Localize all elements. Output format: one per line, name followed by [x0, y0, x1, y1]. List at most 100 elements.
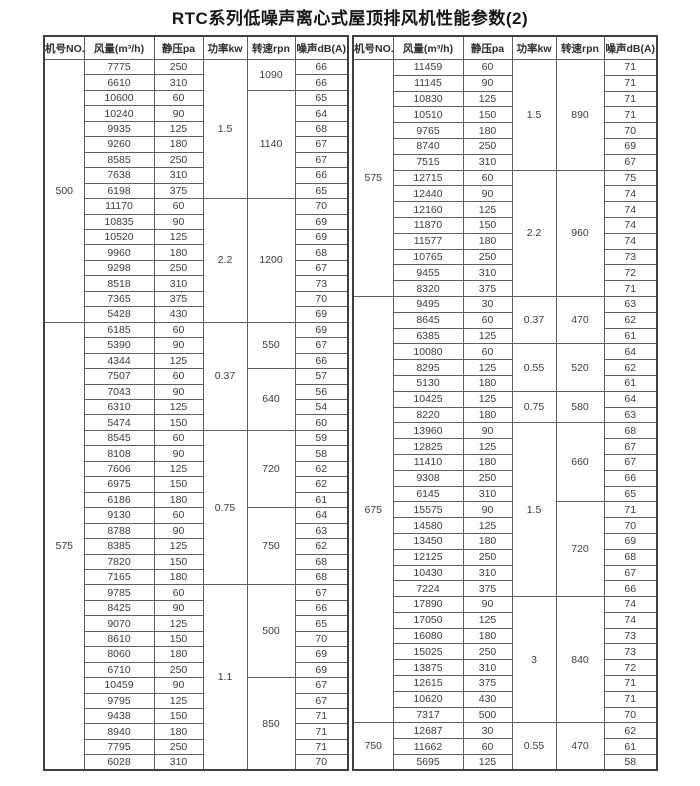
- pressure-cell: 125: [462, 327, 513, 345]
- table-row: 9438 150 71: [44, 708, 349, 725]
- flow-cell: 8645: [392, 311, 464, 329]
- table-row: 10830 125 71: [353, 90, 658, 108]
- noise-cell: 69: [294, 306, 349, 323]
- table-row: 7638 310 66: [44, 167, 349, 184]
- noise-cell: 63: [603, 406, 658, 424]
- table-row: 6610 310 66: [44, 74, 349, 91]
- noise-cell: 63: [603, 295, 658, 313]
- header-flow: 风量(m³/h): [392, 35, 464, 60]
- noise-cell: 69: [294, 213, 349, 230]
- noise-cell: 62: [294, 460, 349, 478]
- pressure-cell: 60: [462, 343, 513, 361]
- table-row: 8545 60 0.75 720 59: [44, 429, 349, 586]
- flow-cell: 9260: [83, 136, 155, 153]
- power-cell: 1.5: [511, 59, 557, 171]
- noise-cell: 67: [603, 438, 658, 455]
- pressure-cell: 250: [462, 643, 513, 661]
- table-row: 11170 60 2.2 1200 70: [44, 198, 349, 323]
- noise-cell: 62: [603, 359, 658, 376]
- table-row: 575 6185 60 0.37 550 69: [43, 321, 349, 771]
- flow-cell: 12715: [392, 169, 464, 187]
- pressure-cell: 310: [153, 275, 204, 292]
- speed-cell: 470: [555, 722, 605, 771]
- header-power: 功率kw: [511, 35, 557, 60]
- pressure-cell: 125: [153, 692, 204, 710]
- noise-cell: 69: [294, 228, 349, 246]
- flow-cell: 9495: [392, 295, 464, 313]
- pressure-cell: 150: [153, 553, 204, 570]
- flow-cell: 13450: [392, 532, 464, 550]
- table-row: 750 12687 30 0.55 470 62: [352, 722, 658, 771]
- flow-cell: 9438: [83, 708, 155, 725]
- noise-cell: 73: [603, 627, 658, 645]
- pressure-cell: 250: [153, 58, 204, 76]
- pressure-cell: 60: [153, 429, 204, 447]
- noise-cell: 62: [294, 538, 349, 555]
- pressure-cell: 180: [153, 723, 204, 740]
- flow-cell: 10425: [392, 390, 464, 408]
- pressure-cell: 125: [153, 615, 204, 632]
- table-row: 5695 125 58: [353, 754, 658, 771]
- noise-cell: 74: [603, 611, 658, 629]
- noise-cell: 73: [294, 275, 349, 292]
- noise-cell: 74: [603, 216, 658, 234]
- table-row: 8425 90 66: [44, 599, 349, 617]
- noise-cell: 74: [603, 201, 658, 218]
- flow-cell: 11145: [392, 74, 464, 92]
- flow-cell: 12687: [392, 722, 464, 740]
- table-row: 10459 90 850 67: [44, 677, 349, 771]
- table-row: 7317 500 70: [353, 706, 658, 724]
- noise-cell: 66: [294, 599, 349, 617]
- table-row: 9308 250 66: [353, 469, 658, 487]
- pressure-cell: 125: [462, 390, 513, 408]
- flow-cell: 11577: [392, 232, 464, 250]
- pressure-cell: 180: [462, 453, 513, 471]
- noise-cell: 66: [603, 469, 658, 487]
- pressure-cell: 90: [153, 337, 204, 354]
- speed-cell: 1200: [246, 198, 296, 323]
- noise-cell: 66: [294, 352, 349, 370]
- table-row: 11410 180 67: [353, 453, 658, 471]
- speed-cell: 550: [246, 321, 296, 370]
- noise-cell: 63: [294, 522, 349, 540]
- model-cell: 500: [43, 59, 85, 323]
- flow-cell: 10520: [83, 228, 155, 246]
- power-cell: 1.5: [202, 58, 248, 200]
- noise-cell: 67: [603, 453, 658, 471]
- flow-cell: 12160: [392, 201, 464, 218]
- noise-cell: 68: [603, 548, 658, 566]
- noise-cell: 71: [603, 90, 658, 108]
- header-pressure: 静压pa: [153, 35, 204, 60]
- table-row: 7515 310 67: [353, 153, 658, 171]
- table-row: 8295 125 62: [353, 359, 658, 376]
- table-row: 9070 125 65: [44, 615, 349, 632]
- pressure-cell: 150: [153, 476, 204, 493]
- flow-cell: 6198: [83, 182, 155, 200]
- noise-cell: 71: [603, 106, 658, 124]
- pressure-cell: 250: [153, 259, 204, 277]
- noise-cell: 69: [603, 532, 658, 550]
- table-row: 7795 250 71: [44, 738, 349, 756]
- flow-cell: 17050: [392, 611, 464, 629]
- header-pressure: 静压pa: [462, 35, 513, 60]
- table-row: 8385 125 62: [44, 538, 349, 555]
- noise-cell: 67: [294, 677, 349, 694]
- noise-cell: 68: [294, 120, 349, 138]
- flow-cell: 6610: [83, 74, 155, 91]
- flow-cell: 9960: [83, 244, 155, 261]
- noise-cell: 71: [603, 59, 658, 76]
- table-row: 10520 125 69: [44, 228, 349, 246]
- noise-cell: 75: [603, 169, 658, 187]
- pressure-cell: 90: [153, 599, 204, 617]
- speed-cell: 850: [246, 677, 296, 771]
- pressure-cell: 180: [462, 374, 513, 392]
- noise-cell: 64: [294, 105, 349, 122]
- speed-cell: 470: [555, 295, 605, 345]
- pressure-cell: 125: [462, 90, 513, 108]
- flow-cell: 9935: [83, 120, 155, 138]
- flow-cell: 9785: [83, 584, 155, 601]
- flow-cell: 11870: [392, 216, 464, 234]
- table-row: 6028 310 70: [44, 754, 349, 771]
- noise-cell: 72: [603, 659, 658, 677]
- pressure-cell: 500: [462, 706, 513, 724]
